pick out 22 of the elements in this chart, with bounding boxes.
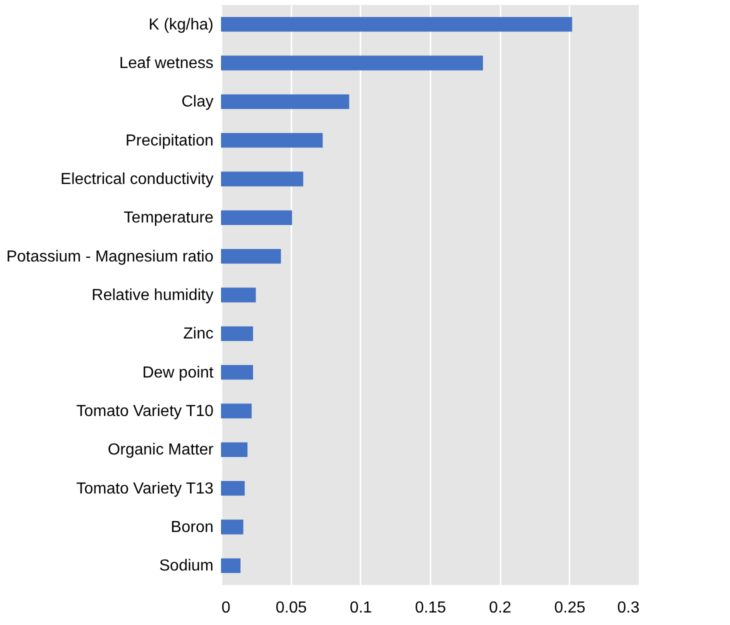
y-tick-label: Leaf wetness [119,55,214,72]
y-tick-label: Temperature [124,210,214,227]
y-tick-label: Tomato Variety T10 [76,403,214,420]
y-tick-label: K (kg/ha) [148,16,214,34]
y-tick-label: Relative humidity [92,287,214,304]
y-tick-label: Zinc [183,326,214,343]
x-tick-label: 0.25 [554,600,586,616]
x-tick-label: 0.05 [276,600,307,616]
y-tick-label: Clay [181,94,214,111]
x-tick-label: 0.2 [489,600,512,616]
y-tick-label: Electrical conductivity [60,171,214,188]
x-tick-label: 0.1 [350,600,372,616]
y-tick-label: Organic Matter [108,442,214,459]
y-tick-label: Dew point [142,364,214,382]
y-tick-label: Potassium - Magnesium ratio [6,248,214,266]
y-tick-label: Sodium [159,558,214,575]
y-tick-label: Precipitation [125,132,214,150]
x-tick-label: 0.3 [617,600,640,616]
x-tick-label: 0 [222,600,230,616]
y-tick-label: Tomato Variety T13 [76,480,214,498]
y-tick-label: Boron [170,519,214,536]
x-tick-label: 0.15 [414,600,446,616]
